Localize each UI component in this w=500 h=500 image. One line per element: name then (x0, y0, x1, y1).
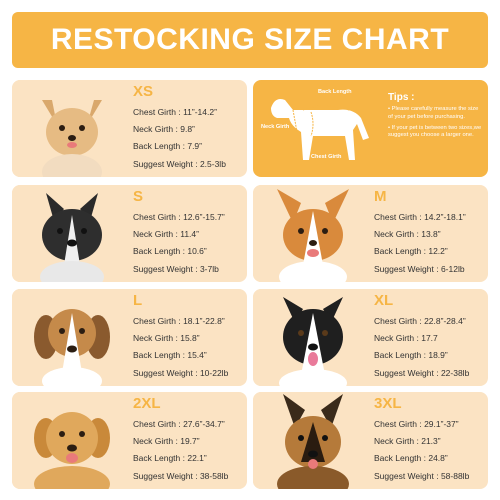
suggest-weight: Suggest Weight : 10-22lb (133, 368, 229, 378)
size-label: M (374, 188, 387, 205)
back-length: Back Length : 15.4” (133, 350, 207, 360)
border-collie-photo (253, 289, 373, 386)
corgi-photo (253, 185, 373, 282)
suggest-weight: Suggest Weight : 22-38lb (374, 368, 470, 378)
title-wrap: RESTOCKING SIZE CHART (30, 16, 470, 64)
size-label: 2XL (133, 395, 161, 412)
neck-girth: Neck Girth : 15.8” (133, 333, 200, 343)
size-label: XL (374, 292, 394, 309)
tips-card: Back Length Neck Girth Chest Girth Tips … (253, 80, 488, 177)
neck-girth: Neck Girth : 13.8” (374, 229, 441, 239)
chest-girth-label: Chest Girth (311, 154, 342, 160)
size-label: S (133, 188, 144, 205)
french-bulldog-photo (12, 185, 132, 282)
neck-girth: Neck Girth : 11.4” (133, 229, 199, 239)
page-title: RESTOCKING SIZE CHART (50, 23, 450, 56)
chest-girth: Chest Girth : 11”-14.2” (133, 107, 217, 117)
back-length: Back Length : 22.1” (133, 453, 207, 463)
chest-girth: Chest Girth : 12.6”-15.7” (133, 212, 225, 222)
back-length-label: Back Length (318, 89, 352, 95)
suggest-weight: Suggest Weight : 38-58lb (133, 471, 229, 481)
size-card-xl: XL Chest Girth : 22.8”-28.4” Neck Girth … (253, 289, 488, 386)
chihuahua-photo (12, 80, 132, 177)
size-label: 3XL (374, 395, 402, 412)
chest-girth: Chest Girth : 18.1”-22.8” (133, 316, 225, 326)
size-card-2xl: 2XL Chest Girth : 27.6”-34.7” Neck Girth… (12, 392, 247, 489)
suggest-weight: Suggest Weight : 2.5-3lb (133, 159, 226, 169)
back-length: Back Length : 10.6” (133, 246, 207, 256)
size-label: L (133, 292, 143, 309)
size-card-3xl: 3XL Chest Girth : 29.1”-37” Neck Girth :… (253, 392, 488, 489)
tip-item: • If your pet is between two sizes,we su… (388, 124, 482, 139)
neck-girth: Neck Girth : 19.7” (133, 436, 200, 446)
size-card-xs: XS Chest Girth : 11”-14.2” Neck Girth : … (12, 80, 247, 177)
chest-girth: Chest Girth : 22.8”-28.4” (374, 316, 466, 326)
chest-girth: Chest Girth : 14.2”-18.1” (374, 212, 466, 222)
tips-list: • Please carefully measure the size of y… (388, 106, 483, 143)
size-label: XS (133, 83, 154, 100)
back-length: Back Length : 18.9” (374, 350, 448, 360)
size-card-l: L Chest Girth : 18.1”-22.8” Neck Girth :… (12, 289, 247, 386)
dog-silhouette-icon (271, 99, 369, 160)
golden-retriever-photo (12, 392, 132, 489)
neck-girth: Neck Girth : 21.3” (374, 436, 441, 446)
back-length: Back Length : 12.2” (374, 246, 448, 256)
german-shepherd-photo (253, 392, 373, 489)
neck-girth: Neck Girth : 17.7 (374, 333, 438, 343)
suggest-weight: Suggest Weight : 3-7lb (133, 264, 219, 274)
suggest-weight: Suggest Weight : 6-12lb (374, 264, 465, 274)
suggest-weight: Suggest Weight : 58-88lb (374, 471, 470, 481)
neck-girth-label: Neck Girth (261, 124, 290, 130)
chest-girth: Chest Girth : 27.6”-34.7” (133, 419, 225, 429)
back-length: Back Length : 7.9” (133, 141, 202, 151)
header-banner (12, 12, 488, 68)
beagle-photo (12, 289, 132, 386)
tips-title: Tips : (388, 92, 415, 103)
size-card-m: M Chest Girth : 14.2”-18.1” Neck Girth :… (253, 185, 488, 282)
neck-girth: Neck Girth : 9.8” (133, 124, 195, 134)
tip-item: • Please carefully measure the size of y… (388, 106, 479, 120)
back-length: Back Length : 24.8” (374, 453, 448, 463)
chest-girth: Chest Girth : 29.1”-37” (374, 419, 459, 429)
size-card-s: S Chest Girth : 12.6”-15.7” Neck Girth :… (12, 185, 247, 282)
